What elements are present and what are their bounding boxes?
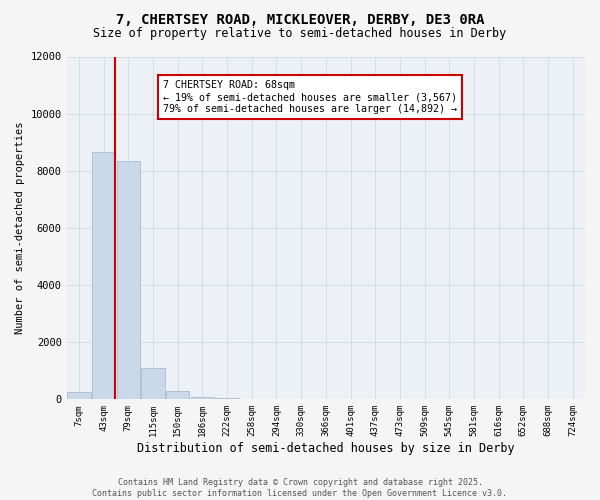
Bar [166,391,190,400]
Bar [67,392,91,400]
Y-axis label: Number of semi-detached properties: Number of semi-detached properties [15,122,25,334]
Text: Contains HM Land Registry data © Crown copyright and database right 2025.
Contai: Contains HM Land Registry data © Crown c… [92,478,508,498]
Text: 7 CHERTSEY ROAD: 68sqm
← 19% of semi-detached houses are smaller (3,567)
79% of : 7 CHERTSEY ROAD: 68sqm ← 19% of semi-det… [163,80,457,114]
Bar [191,396,214,400]
Bar [92,152,115,400]
Bar [142,368,165,400]
Text: Size of property relative to semi-detached houses in Derby: Size of property relative to semi-detach… [94,28,506,40]
Bar [116,161,140,400]
Text: 7, CHERTSEY ROAD, MICKLEOVER, DERBY, DE3 0RA: 7, CHERTSEY ROAD, MICKLEOVER, DERBY, DE3… [116,12,484,26]
X-axis label: Distribution of semi-detached houses by size in Derby: Distribution of semi-detached houses by … [137,442,515,455]
Bar [215,398,239,400]
